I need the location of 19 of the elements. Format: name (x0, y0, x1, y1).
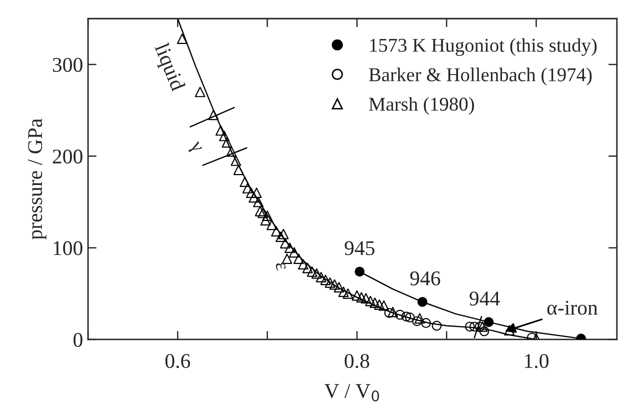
y-tick-label: 200 (52, 150, 82, 164)
x-tick-label: 0.6 (165, 354, 190, 368)
annotation: 945 (344, 241, 374, 256)
legend-label: Marsh (1980) (369, 97, 474, 115)
x-tick-label: 1.0 (525, 354, 548, 368)
annotation: liquid (150, 42, 186, 94)
annotation: 946 (410, 271, 440, 286)
y-tick-label: 100 (54, 241, 82, 256)
annotation: 944 (470, 292, 500, 306)
annotation: α-iron (547, 300, 598, 315)
legend-label: 1573 K Hugoniot (this study) (370, 38, 597, 56)
y-axis-title: pressure / GPa (28, 118, 46, 240)
annotation: γ (186, 141, 202, 155)
legend-label: Barker & Hollenbach (1974) (369, 68, 592, 86)
x-tick-label: 0.8 (344, 354, 370, 368)
y-tick-label: 300 (52, 58, 82, 72)
x-axis-title: V / V$_{0}$ (324, 384, 380, 402)
annotation: ε (275, 262, 286, 271)
y-tick-label: 0 (74, 332, 82, 347)
